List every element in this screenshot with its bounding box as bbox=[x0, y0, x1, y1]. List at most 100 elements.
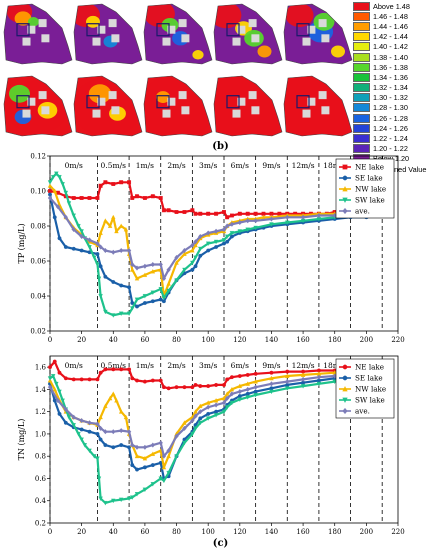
data-point bbox=[63, 214, 68, 220]
data-point bbox=[57, 389, 62, 395]
y-axis-label: TN (mg/L) bbox=[17, 419, 26, 461]
data-point bbox=[214, 211, 219, 216]
data-point bbox=[342, 207, 348, 215]
data-point bbox=[198, 233, 203, 240]
legend-label: SE lake bbox=[355, 174, 383, 183]
data-point bbox=[193, 255, 198, 260]
island-cell bbox=[321, 106, 330, 115]
colorscale-label: 1.30 - 1.32 bbox=[373, 93, 408, 103]
data-point bbox=[47, 195, 53, 201]
data-point bbox=[342, 197, 348, 203]
data-point bbox=[118, 497, 124, 503]
island-cell bbox=[97, 97, 106, 106]
data-point bbox=[205, 400, 211, 405]
data-point bbox=[71, 246, 76, 251]
data-point bbox=[111, 214, 116, 220]
data-point bbox=[161, 385, 166, 390]
data-point bbox=[98, 414, 103, 420]
legend-label: ave. bbox=[355, 407, 370, 416]
data-point bbox=[285, 369, 290, 374]
island-cell bbox=[248, 19, 257, 28]
data-point bbox=[174, 254, 179, 261]
data-point bbox=[103, 367, 108, 372]
y-tick-label: 0.04 bbox=[30, 293, 46, 301]
data-point bbox=[130, 463, 135, 468]
data-point bbox=[161, 453, 167, 459]
data-point bbox=[193, 211, 198, 216]
tn-chart: 0 20 40 60 80 100 120 140 160 180 200 220 0.2 0.4 0.6 0… bbox=[17, 355, 405, 536]
data-point bbox=[342, 386, 348, 392]
data-point bbox=[285, 214, 290, 220]
island-cell bbox=[27, 97, 36, 106]
data-point bbox=[229, 231, 235, 236]
data-point bbox=[127, 367, 132, 372]
data-point bbox=[237, 394, 242, 399]
data-point bbox=[342, 186, 348, 192]
data-point bbox=[245, 372, 250, 377]
colorscale-swatch bbox=[353, 52, 370, 62]
data-point bbox=[277, 211, 282, 216]
data-point bbox=[50, 374, 56, 379]
y-tick-label: 0.08 bbox=[30, 223, 46, 231]
data-point bbox=[98, 370, 103, 375]
island-frame bbox=[296, 23, 310, 37]
island-cell bbox=[167, 25, 176, 34]
data-point bbox=[198, 416, 203, 421]
data-point bbox=[130, 495, 135, 500]
island-frame bbox=[296, 95, 310, 109]
wind-speed-label: 2m/s bbox=[167, 161, 185, 170]
data-point bbox=[245, 391, 250, 396]
data-point bbox=[269, 216, 274, 222]
data-point bbox=[229, 391, 235, 397]
data-point bbox=[95, 240, 100, 247]
data-point bbox=[79, 377, 84, 382]
colorscale-label: 1.36 - 1.38 bbox=[373, 62, 408, 72]
island-cell bbox=[41, 34, 50, 43]
colorscale-label: 1.20 - 1.22 bbox=[373, 144, 408, 154]
data-point bbox=[57, 411, 62, 416]
data-point bbox=[193, 382, 198, 387]
y-axis-label: TP (mg/L) bbox=[17, 223, 26, 263]
colorscale-label: 1.40 - 1.42 bbox=[373, 42, 408, 52]
data-point bbox=[213, 402, 219, 408]
data-point bbox=[161, 275, 167, 282]
data-point bbox=[118, 311, 124, 316]
colorscale-swatch bbox=[353, 93, 370, 103]
series-sw-lake bbox=[47, 171, 385, 318]
data-point bbox=[174, 433, 179, 439]
data-point bbox=[253, 389, 258, 394]
data-point bbox=[224, 405, 230, 410]
colorscale-swatch bbox=[353, 32, 370, 42]
data-point bbox=[134, 444, 140, 450]
data-point bbox=[126, 496, 132, 502]
data-point bbox=[111, 367, 116, 372]
data-point bbox=[342, 397, 348, 403]
concentration-blob bbox=[331, 45, 345, 58]
lake-map bbox=[284, 76, 352, 136]
colorscale-swatch bbox=[353, 62, 370, 72]
island-cell bbox=[302, 37, 311, 46]
data-point bbox=[225, 239, 230, 244]
data-point bbox=[63, 420, 68, 425]
wind-speed-label: 1m/s bbox=[136, 161, 154, 170]
data-point bbox=[245, 386, 250, 392]
data-point bbox=[54, 171, 59, 176]
data-point bbox=[103, 443, 108, 448]
data-point bbox=[190, 260, 195, 266]
data-point bbox=[182, 440, 187, 446]
data-point bbox=[221, 238, 227, 243]
data-point bbox=[224, 391, 230, 396]
data-point bbox=[111, 280, 116, 284]
island-frame bbox=[156, 95, 170, 109]
colorscale-swatch bbox=[353, 21, 370, 31]
data-point bbox=[150, 482, 156, 487]
island-cell bbox=[302, 109, 311, 118]
x-tick-label: 120 bbox=[233, 528, 246, 536]
data-point bbox=[182, 251, 187, 256]
data-point bbox=[229, 386, 235, 392]
wind-speed-label: 3m/s bbox=[199, 361, 217, 370]
panel-c-label: (c) bbox=[212, 538, 229, 549]
data-point bbox=[87, 420, 92, 426]
data-point bbox=[161, 295, 167, 301]
colorscale-swatch bbox=[353, 103, 370, 113]
